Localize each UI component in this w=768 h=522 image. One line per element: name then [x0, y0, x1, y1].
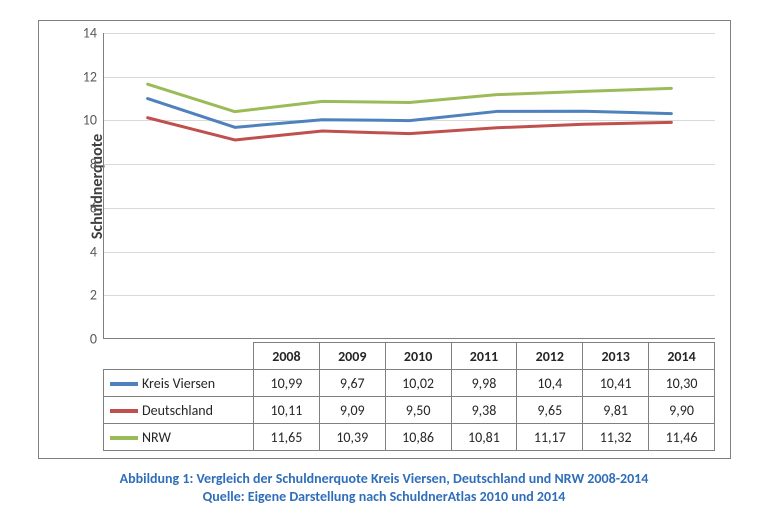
y-tick-label: 12 — [67, 68, 97, 85]
line-chart-svg — [104, 33, 715, 338]
table-header-cell: 2009 — [319, 343, 385, 370]
table-cell: 10,39 — [319, 424, 385, 451]
y-tick-label: 14 — [67, 25, 97, 42]
table-cell: 9,50 — [385, 397, 451, 424]
series-legend-cell: NRW — [104, 424, 254, 451]
caption: Abbildung 1: Vergleich der Schuldnerquot… — [0, 470, 768, 506]
table-header-cell: 2014 — [649, 343, 715, 370]
table-cell: 10,30 — [649, 370, 715, 397]
legend-swatch — [110, 382, 138, 386]
table-cell: 11,46 — [649, 424, 715, 451]
table-cell: 11,32 — [583, 424, 649, 451]
series-name: Deutschland — [142, 402, 213, 419]
y-tick-label: 8 — [67, 156, 97, 173]
table-row: Kreis Viersen 10,999,6710,029,9810,410,41… — [104, 370, 715, 397]
y-tick-label: 4 — [67, 243, 97, 260]
table-header-row: 2008200920102011201220132014 — [104, 343, 715, 370]
legend-swatch — [110, 436, 138, 440]
table-cell: 10,81 — [451, 424, 517, 451]
y-axis-ticks: 02468101214 — [67, 33, 103, 339]
table-cell: 9,38 — [451, 397, 517, 424]
data-table: 2008200920102011201220132014Kreis Vierse… — [103, 342, 715, 451]
series-name: NRW — [142, 429, 171, 446]
table-header-cell: 2013 — [583, 343, 649, 370]
series-legend-cell: Kreis Viersen — [104, 370, 254, 397]
table-header-cell: 2010 — [385, 343, 451, 370]
plot-area — [103, 33, 715, 339]
series-legend-cell: Deutschland — [104, 397, 254, 424]
table-cell: 11,65 — [254, 424, 320, 451]
legend-swatch — [110, 409, 138, 413]
page: Schuldnerquote 02468101214 2008200920102… — [0, 0, 768, 522]
table-cell: 9,65 — [517, 397, 583, 424]
table-cell: 9,81 — [583, 397, 649, 424]
table-header-cell: 2012 — [517, 343, 583, 370]
y-tick-label: 6 — [67, 199, 97, 216]
table-row: Deutschland 10,119,099,509,389,659,819,90 — [104, 397, 715, 424]
table-cell: 9,67 — [319, 370, 385, 397]
series-line — [148, 84, 672, 111]
table-header-cell: 2011 — [451, 343, 517, 370]
table-cell: 10,86 — [385, 424, 451, 451]
table-header-cell-blank — [104, 343, 254, 370]
table-cell: 9,98 — [451, 370, 517, 397]
table-cell: 11,17 — [517, 424, 583, 451]
table-cell: 10,4 — [517, 370, 583, 397]
table-row: NRW 11,6510,3910,8610,8111,1711,3211,46 — [104, 424, 715, 451]
table-cell: 10,41 — [583, 370, 649, 397]
table-cell: 9,09 — [319, 397, 385, 424]
caption-line-2: Quelle: Eigene Darstellung nach Schuldne… — [0, 488, 768, 506]
table-header-cell: 2008 — [254, 343, 320, 370]
caption-line-1: Abbildung 1: Vergleich der Schuldnerquot… — [0, 470, 768, 488]
y-tick-label: 2 — [67, 287, 97, 304]
table-cell: 10,11 — [254, 397, 320, 424]
y-tick-label: 0 — [67, 331, 97, 348]
series-name: Kreis Viersen — [142, 375, 215, 392]
table-cell: 10,02 — [385, 370, 451, 397]
table-cell: 10,99 — [254, 370, 320, 397]
y-tick-label: 10 — [67, 112, 97, 129]
chart-frame: Schuldnerquote 02468101214 2008200920102… — [38, 20, 731, 459]
table-cell: 9,90 — [649, 397, 715, 424]
